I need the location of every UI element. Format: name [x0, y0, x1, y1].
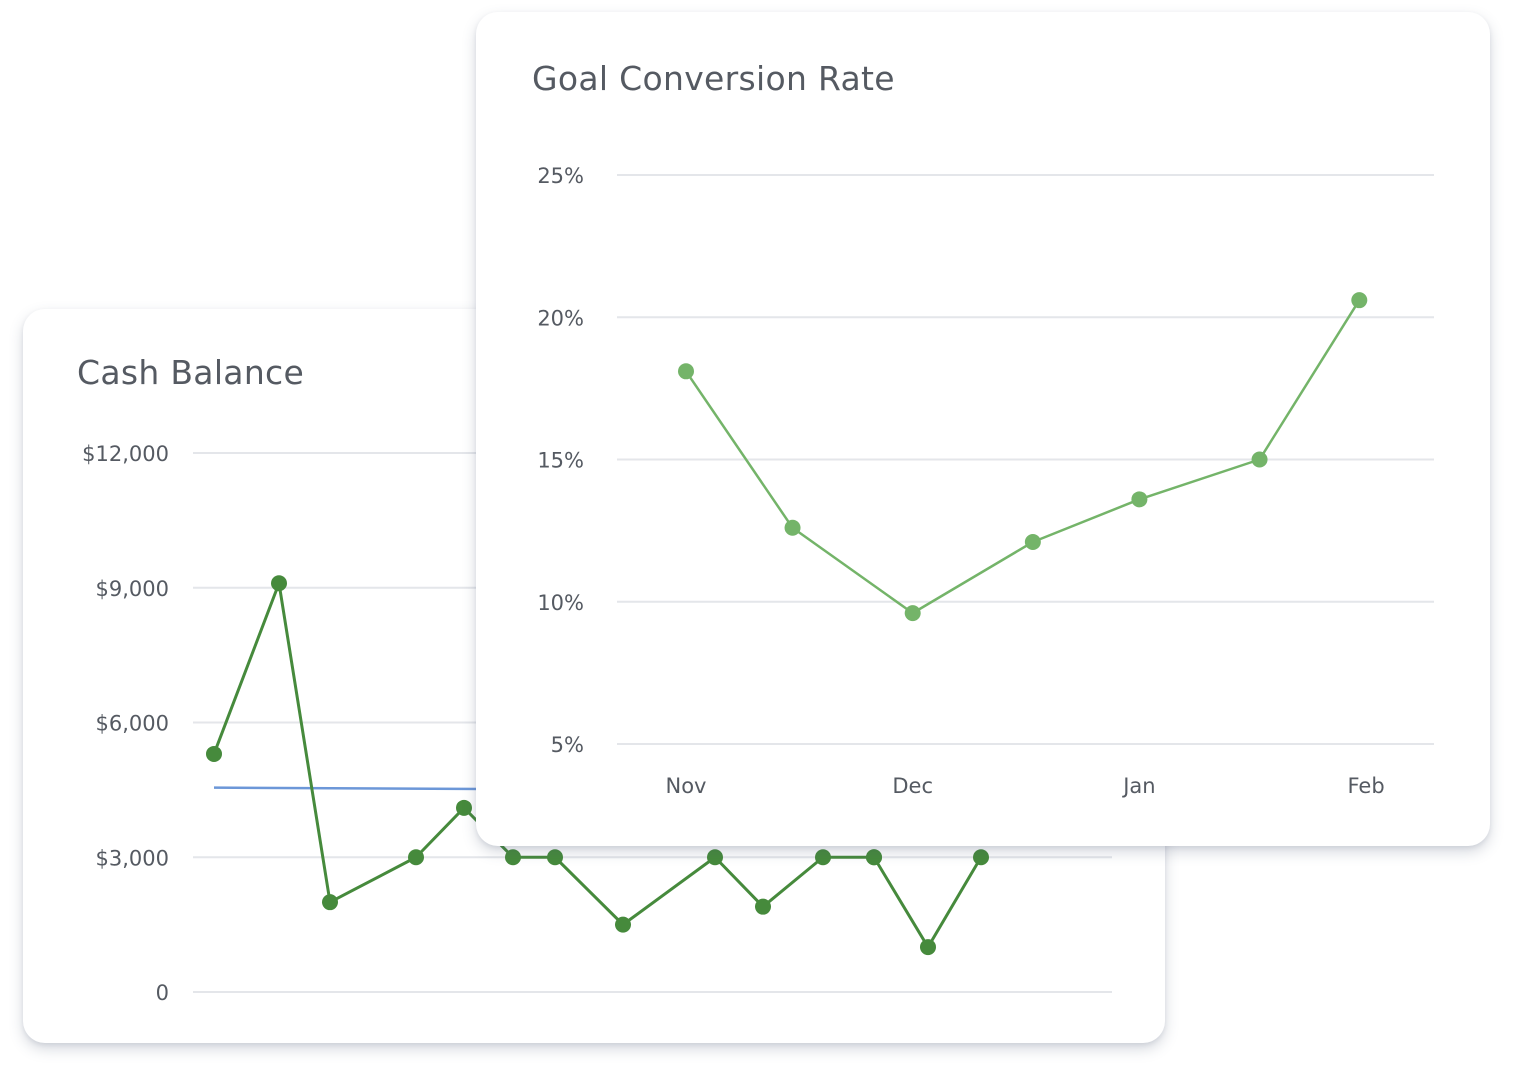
- goal-y-tick-label: 20%: [537, 306, 584, 330]
- goal-y-tick-label: 5%: [551, 733, 584, 757]
- goal-conversion-point: [1251, 451, 1268, 468]
- goal-conversion-point: [784, 519, 801, 536]
- cash-balance-point: [505, 849, 521, 866]
- cash-balance-line: [212, 581, 983, 949]
- cash-balance-point: [973, 849, 989, 866]
- cash-balance-point: [322, 894, 338, 911]
- goal-conversion-point: [1024, 534, 1041, 551]
- cash-y-tick-label: $3,000: [96, 846, 169, 870]
- cash-balance-title: Cash Balance: [77, 353, 305, 392]
- goal-conversion-point: [904, 605, 921, 622]
- cash-balance-point: [755, 898, 771, 915]
- cash-balance-point: [815, 849, 831, 866]
- goal-conversion-point: [1351, 292, 1368, 309]
- cash-balance-point: [206, 745, 222, 762]
- goal-y-tick-label: 10%: [537, 591, 584, 615]
- cash-balance-point: [408, 849, 424, 866]
- goal-conversion-point: [1131, 491, 1148, 508]
- cash-balance-point: [271, 575, 287, 592]
- goal-y-tick-label: 25%: [537, 164, 584, 188]
- cash-balance-point: [615, 916, 631, 933]
- goal-conversion-title: Goal Conversion Rate: [532, 59, 895, 98]
- cash-balance-point: [456, 799, 472, 816]
- goal-y-tick-label: 15%: [537, 449, 584, 473]
- cash-y-tick-label: $6,000: [96, 712, 169, 736]
- cash-y-tick-label: $12,000: [82, 442, 169, 466]
- cash-balance-point: [547, 849, 563, 866]
- cash-balance-point: [866, 849, 882, 866]
- goal-x-tick-label: Jan: [1121, 774, 1155, 798]
- goal-conversion-point: [678, 363, 694, 380]
- cash-balance-point: [707, 849, 723, 866]
- cash-y-tick-label: $9,000: [96, 577, 169, 601]
- goal-conversion-chart: 5% 10% 15% 20% 25% Nov Dec Jan Feb: [537, 164, 1434, 798]
- cash-y-tick-label: 0: [156, 981, 169, 1005]
- goal-x-tick-label: Feb: [1348, 774, 1385, 798]
- goal-x-tick-label: Nov: [666, 774, 707, 798]
- cash-balance-point: [920, 939, 936, 956]
- goal-x-tick-label: Dec: [892, 774, 933, 798]
- goal-conversion-card: Goal Conversion Rate 5% 10% 15% 20% 25% Nov De…: [476, 12, 1490, 846]
